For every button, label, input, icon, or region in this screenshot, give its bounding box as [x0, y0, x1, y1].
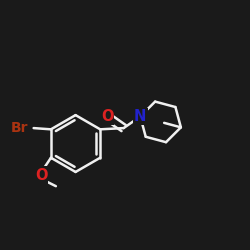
Text: Br: Br	[11, 121, 29, 135]
Text: O: O	[101, 109, 113, 124]
Text: N: N	[134, 109, 146, 124]
Text: O: O	[35, 168, 47, 182]
